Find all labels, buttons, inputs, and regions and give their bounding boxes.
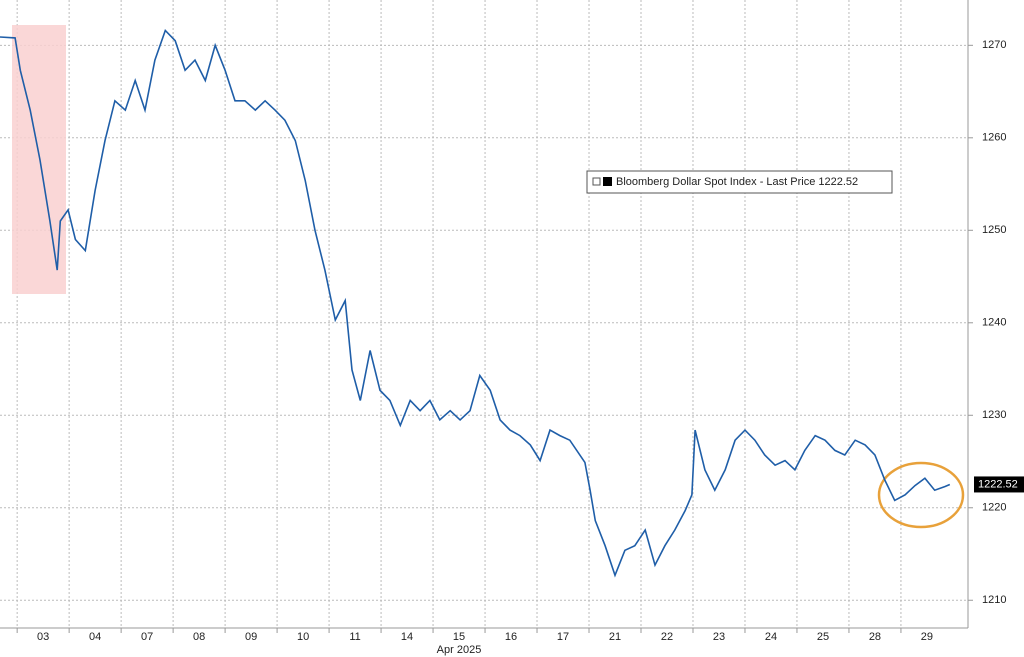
y-tick-label: 1220 [982, 502, 1006, 514]
legend-label: Bloomberg Dollar Spot Index - Last Price… [616, 176, 858, 188]
last-price-label: 1222.52 [978, 478, 1018, 490]
x-tick-label: 15 [453, 631, 465, 643]
highlight-circle [877, 461, 965, 529]
price-line [0, 29, 951, 578]
x-tick-label: 09 [245, 631, 257, 643]
grid [0, 0, 968, 628]
x-tick-label: 24 [765, 631, 777, 643]
x-tick-label: 21 [609, 631, 621, 643]
legend-icon [592, 177, 601, 186]
x-tick-label: 17 [557, 631, 569, 643]
y-tick-label: 1240 [982, 317, 1006, 329]
x-tick-label: 11 [349, 631, 360, 643]
x-tick-label: 28 [869, 631, 881, 643]
y-tick-label: 1260 [982, 132, 1006, 144]
x-tick-label: 07 [141, 631, 153, 643]
y-tick-label: 1270 [982, 39, 1006, 51]
legend-box [586, 170, 893, 194]
x-tick-label: 29 [921, 631, 933, 643]
x-tick-label: 08 [193, 631, 205, 643]
x-tick-label: 03 [37, 631, 49, 643]
x-tick-label: 22 [661, 631, 673, 643]
x-tick-label: 14 [401, 631, 413, 643]
y-tick-label: 1250 [982, 224, 1006, 236]
y-tick-label: 1230 [982, 409, 1006, 421]
x-tick-label: 04 [89, 631, 101, 643]
legend: Bloomberg Dollar Spot Index - Last Price… [586, 170, 893, 194]
x-tick-label: 23 [713, 631, 725, 643]
x-tick-label: 25 [817, 631, 829, 643]
y-tick-label: 1210 [982, 594, 1006, 606]
x-tick-label: 16 [505, 631, 517, 643]
last-price-tag [974, 476, 1024, 493]
x-tick-label: 10 [297, 631, 309, 643]
legend-swatch [603, 177, 612, 186]
x-sublabel: Apr 2025 [437, 644, 482, 656]
